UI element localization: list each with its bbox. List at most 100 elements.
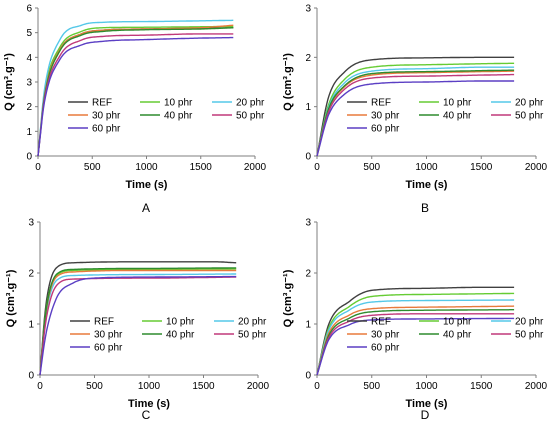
x-tick-label: 2000 [525,381,548,392]
x-tick-label: 2000 [247,381,270,392]
legend-label: 20 phr [515,317,544,328]
legend-label: REF [371,317,391,328]
y-tick-label: 3 [305,218,311,229]
series-line-60-phr [39,275,237,376]
legend: REF 10 phr 20 phr 30 phr 40 phr 50 phr 60 phr [70,317,267,354]
series-line-40-phr [316,69,515,157]
legend-label: REF [371,98,391,109]
series-line-40-phr [316,309,515,376]
chart-panel-a: 0 1 2 3 4 5 6 0 500 1000 1500 2000 Time (s) Q (cm³.g⁻… [3,4,267,216]
series-line-10-phr [316,292,515,376]
y-tick-label: 5 [26,28,32,39]
panel-label: C [142,408,151,422]
legend-label: 60 phr [94,343,123,354]
y-tick-label: 2 [305,53,311,64]
panel-label: B [421,201,429,215]
legend-label: 40 phr [166,330,195,341]
x-tick-label: 2000 [244,162,267,173]
legend-label: 10 phr [443,317,472,328]
y-tick-label: 2 [28,269,34,280]
x-tick-label: 1000 [415,381,438,392]
series-line-20-phr [316,66,515,157]
legend-label: 50 phr [515,330,544,341]
panel-label: A [142,201,150,215]
legend-label: 50 phr [236,111,265,122]
y-tick-label: 4 [26,53,32,64]
x-tick-label: 2000 [525,162,548,173]
x-tick-label: 0 [37,381,43,392]
series-line-20-phr [316,299,515,376]
series-line-50-phr [316,73,515,157]
legend-label: 20 phr [236,98,265,109]
series-line-30-phr [37,24,234,157]
series-line-10-phr [316,62,515,157]
legend-label: 50 phr [238,330,267,341]
x-axis-label: Time (s) [128,398,170,410]
legend-label: 40 phr [164,111,193,122]
y-tick-label: 1 [26,127,32,138]
series-line-30-phr [39,269,237,376]
legend-label: 30 phr [371,111,400,122]
legend-label: 10 phr [164,98,193,109]
legend-label: 60 phr [371,343,400,354]
x-tick-label: 500 [86,381,103,392]
series-line-ref [316,286,515,376]
x-axis-label: Time (s) [126,179,168,191]
legend-label: 60 phr [92,124,121,135]
y-tick-label: 0 [26,152,32,163]
chart-panel-d: 0 1 2 3 0 500 1000 1500 2000 Time (s) Q (cm³.g⁻¹) R… [282,218,548,423]
x-tick-label: 1500 [470,381,493,392]
legend-label: REF [94,317,114,328]
y-tick-label: 1 [305,320,311,331]
legend-label: 60 phr [371,124,400,135]
y-axis-label: Q (cm³.g⁻¹) [282,269,294,327]
x-tick-label: 500 [363,162,380,173]
legend: REF 10 phr 20 phr 30 phr 40 phr 50 phr 60 phr [68,98,265,135]
series-line-10-phr [39,268,237,376]
series-line-50-phr [39,276,237,376]
x-axis-label: Time (s) [406,179,448,191]
y-tick-label: 0 [305,371,311,382]
series-line-40-phr [39,267,237,376]
x-tick-label: 500 [84,162,101,173]
x-tick-label: 0 [35,162,41,173]
legend-label: 40 phr [443,111,472,122]
y-tick-label: 6 [26,4,32,15]
y-tick-label: 3 [26,78,32,89]
panel-label: D [421,408,430,422]
series-line-30-phr [316,305,515,376]
y-axis-label: Q (cm³.g⁻¹) [5,269,17,327]
series-line-50-phr [37,33,234,157]
chart-panel-b: 0 1 2 3 0 500 1000 1500 2000 Time (s) Q (cm³.g⁻¹) R… [282,4,548,216]
y-tick-label: 0 [28,371,34,382]
legend-label: 50 phr [515,111,544,122]
y-tick-label: 2 [26,102,32,113]
series-line-40-phr [37,27,234,157]
x-tick-label: 1000 [138,381,161,392]
y-tick-label: 2 [305,269,311,280]
y-tick-label: 0 [305,152,311,163]
x-tick-label: 1500 [470,162,493,173]
x-tick-label: 0 [314,162,320,173]
series-line-20-phr [39,273,237,376]
legend-label: 10 phr [166,317,195,328]
y-axis-label: Q (cm³.g⁻¹) [3,53,15,111]
x-tick-label: 1000 [135,162,158,173]
legend-label: 10 phr [443,98,472,109]
x-tick-label: 0 [314,381,320,392]
series-line-60-phr [37,36,234,157]
legend-label: 30 phr [92,111,121,122]
legend-label: 20 phr [515,98,544,109]
series-line-ref [39,261,237,376]
y-tick-label: 1 [28,320,34,331]
series-line-50-phr [316,313,515,376]
legend-label: 30 phr [94,330,123,341]
y-tick-label: 3 [28,218,34,229]
x-tick-label: 1500 [192,381,215,392]
legend-label: REF [92,98,112,109]
series-line-10-phr [37,25,234,157]
y-tick-label: 3 [305,4,311,15]
legend-label: 30 phr [371,330,400,341]
x-tick-label: 500 [363,381,380,392]
